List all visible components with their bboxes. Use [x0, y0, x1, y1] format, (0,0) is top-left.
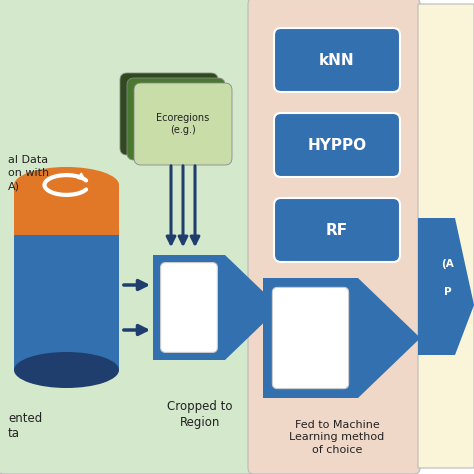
Text: kNN: kNN	[319, 53, 355, 67]
FancyBboxPatch shape	[273, 287, 348, 389]
Text: (A

P: (A P	[442, 259, 455, 297]
FancyBboxPatch shape	[0, 0, 255, 474]
Bar	[14, 185, 119, 370]
Text: RF: RF	[326, 222, 348, 237]
FancyBboxPatch shape	[120, 73, 218, 155]
FancyBboxPatch shape	[418, 4, 474, 468]
Text: Ecoregions
(e.g.): Ecoregions (e.g.)	[156, 113, 210, 135]
Ellipse shape	[14, 352, 119, 388]
FancyBboxPatch shape	[161, 263, 218, 352]
Text: HYPPO: HYPPO	[308, 137, 366, 153]
Polygon shape	[263, 278, 420, 398]
Text: Fed to Machine
Learning method
of choice: Fed to Machine Learning method of choice	[289, 420, 384, 455]
Text: al Data
on with
A): al Data on with A)	[8, 155, 49, 191]
FancyBboxPatch shape	[274, 113, 400, 177]
Text: Cropped to
Region: Cropped to Region	[167, 400, 233, 429]
FancyBboxPatch shape	[134, 83, 232, 165]
FancyBboxPatch shape	[127, 78, 225, 160]
Text: ented
ta: ented ta	[8, 412, 42, 440]
FancyBboxPatch shape	[274, 198, 400, 262]
Ellipse shape	[14, 167, 119, 203]
FancyBboxPatch shape	[274, 28, 400, 92]
Polygon shape	[418, 218, 474, 355]
FancyBboxPatch shape	[248, 0, 420, 474]
Polygon shape	[153, 255, 280, 360]
Bar	[14, 185, 119, 235]
